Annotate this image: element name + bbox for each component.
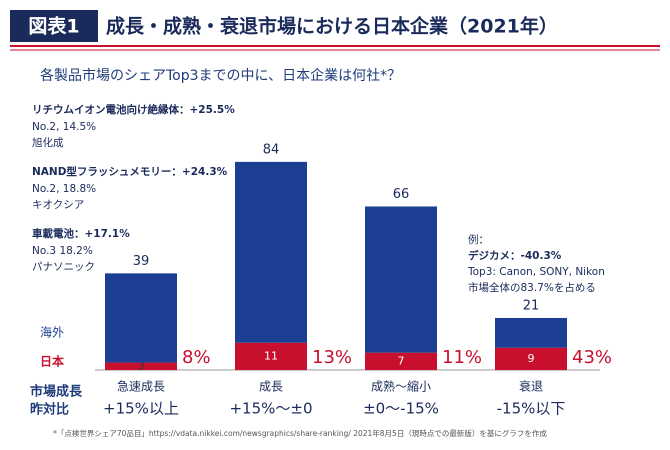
- bar-segment: [495, 347, 567, 370]
- example-line: 市場全体の83.7%を占める: [468, 281, 596, 294]
- legend-label: 海外: [40, 325, 64, 340]
- growth-label: -15%以下: [497, 400, 566, 418]
- bar-segment: [495, 317, 567, 348]
- figure-label-box: [10, 10, 98, 42]
- share-label: 13%: [312, 347, 352, 368]
- x-tick-label: 成長: [259, 380, 283, 394]
- annotation-line: パナソニック: [32, 261, 95, 273]
- figure-label: 図表1: [28, 15, 79, 38]
- share-label: 8%: [182, 347, 211, 368]
- annotation-title: NAND型フラッシュメモリー：+24.3%: [32, 165, 228, 178]
- value-label: 9: [528, 352, 535, 365]
- share-label: 43%: [572, 347, 612, 368]
- value-label: 11: [264, 349, 278, 362]
- total-label: 84: [263, 142, 280, 157]
- bar-segment: [235, 161, 307, 343]
- value-label: 7: [398, 354, 405, 367]
- bar-segment: [365, 352, 437, 370]
- annotation-line: No.3 18.2%: [32, 245, 93, 257]
- x-tick-label: 急速成長: [117, 379, 165, 394]
- bar-segment: [105, 362, 177, 370]
- subtitle: 各製品市場のシェアTop3までの中に、日本企業は何社*？: [40, 67, 401, 84]
- x-tick-label: 成熟〜縮小: [371, 379, 431, 394]
- share-label: 11%: [442, 347, 482, 368]
- total-label: 21: [523, 298, 540, 313]
- bar-segment: [365, 206, 437, 353]
- value-label: 3: [138, 359, 145, 372]
- bar-segment: [235, 342, 307, 370]
- bar-segment: [105, 273, 177, 363]
- example-line: デジカメ：-40.3%: [468, 249, 562, 262]
- footnote: *「点検世界シェア70品目」https://vdata.nikkei.com/n…: [53, 428, 547, 438]
- annotation-title: リチウムイオン電池向け絶縁体：+25.5%: [32, 103, 235, 116]
- annotation-line: No.2, 14.5%: [32, 121, 96, 133]
- annotation-line: 旭化成: [32, 136, 64, 149]
- example-line: Top3: Canon, SONY, Nikon: [467, 266, 605, 278]
- annotation-line: No.2, 18.8%: [32, 183, 96, 195]
- x-tick-label: 衰退: [519, 379, 543, 394]
- x-axis-label: 昨対比: [30, 402, 69, 418]
- total-label: 66: [393, 187, 410, 202]
- legend-label: 日本: [40, 354, 64, 369]
- annotation-title: 車載電池：+17.1%: [32, 227, 130, 240]
- example-title: 例：: [468, 233, 489, 246]
- total-label: 39: [133, 254, 150, 269]
- growth-label: +15%以上: [103, 400, 179, 418]
- growth-label: ±0〜-15%: [363, 400, 439, 418]
- growth-label: +15%〜±0: [229, 400, 312, 418]
- x-axis-label: 市場成長: [30, 384, 83, 400]
- chart-title: 成長・成熟・衰退市場における日本企業（2021年）: [106, 15, 558, 38]
- annotation-line: キオクシア: [32, 199, 84, 211]
